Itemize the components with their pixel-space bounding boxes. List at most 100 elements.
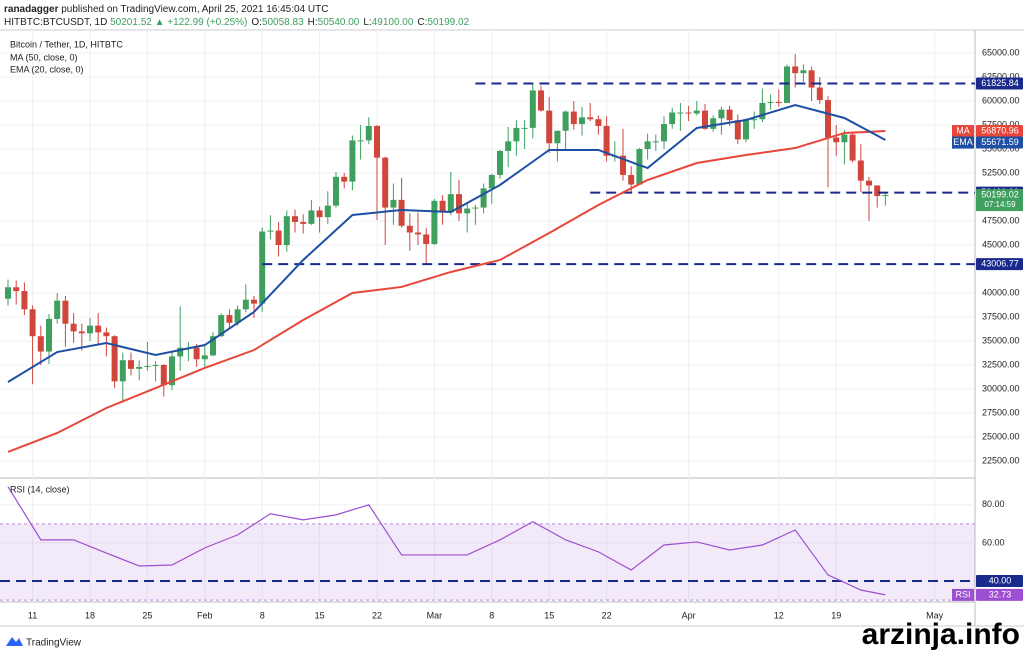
candle-body	[259, 231, 266, 304]
candle-body	[447, 194, 454, 213]
candle-body	[95, 325, 102, 333]
candle-body	[226, 315, 233, 323]
candle-body	[497, 150, 503, 175]
ohlc-value: 50199.02	[427, 17, 469, 28]
symbol: HITBTC:BTCUSDT, 1D	[4, 17, 107, 28]
last-value-tag-bg	[976, 136, 1023, 149]
candle-body	[874, 185, 881, 197]
y-tick-label: 65000.00	[982, 47, 1020, 57]
indicator-line	[7, 130, 886, 453]
x-tick-label: 25	[142, 610, 152, 620]
candle-body	[620, 155, 626, 175]
candle-body	[636, 149, 643, 185]
candle-body	[702, 110, 708, 129]
tag-key: RSI	[955, 589, 970, 599]
candle-body	[751, 119, 758, 121]
candle-body	[693, 110, 700, 114]
ohlc-key: L:	[363, 17, 371, 28]
candle-body	[374, 125, 380, 158]
candle-body	[792, 66, 799, 74]
candle-body	[472, 207, 479, 209]
x-tick-label: May	[926, 610, 944, 620]
candle-body	[103, 332, 110, 337]
candle-body	[595, 119, 602, 126]
y-tick-label: 45000.00	[982, 239, 1020, 249]
y-tick-label: 57500.00	[982, 119, 1020, 129]
candle-body	[726, 109, 733, 121]
candle-body	[488, 174, 495, 189]
candle-body	[46, 318, 52, 352]
candle-body	[464, 208, 471, 214]
candle-body	[193, 347, 200, 360]
last: 50201.52	[110, 17, 152, 28]
ohlc-key: O:	[251, 17, 262, 28]
candle-body	[300, 221, 307, 224]
candle-body	[816, 87, 823, 101]
candle-body	[767, 101, 774, 103]
candle-body	[480, 188, 487, 208]
candle-body	[382, 157, 389, 208]
x-tick-label: 22	[602, 610, 612, 620]
last-value-tag: 55671.59	[981, 137, 1019, 147]
candle-body	[398, 199, 405, 226]
y-tick-label: 27500.00	[982, 407, 1020, 417]
candle-body	[579, 117, 585, 125]
candle-body	[308, 210, 315, 224]
candle-body	[5, 287, 11, 299]
y-tick-label: 62500.00	[982, 71, 1020, 81]
ohlc-value: 50540.00	[318, 17, 360, 28]
ohlc-value: 49100.00	[372, 17, 414, 28]
candle-body	[333, 176, 339, 206]
tag-key: MA	[956, 125, 970, 135]
y-tick-label: 60.00	[982, 537, 1005, 547]
candle-body	[78, 331, 85, 334]
legend-title: Bitcoin / Tether, 1D, HITBTC	[10, 39, 123, 49]
candle-body	[521, 127, 528, 129]
x-tick-label: Apr	[682, 610, 696, 620]
candle-body	[136, 366, 143, 369]
y-tick-label: 30000.00	[982, 383, 1020, 393]
candle-body	[800, 70, 807, 74]
candle-body	[128, 360, 134, 369]
candle-body	[37, 336, 44, 352]
candle-body	[841, 134, 848, 143]
candle-body	[218, 315, 225, 337]
candle-body	[833, 137, 840, 143]
candle-body	[210, 336, 216, 356]
candle-body	[866, 180, 872, 186]
candle-body	[365, 125, 372, 141]
candle-body	[177, 347, 184, 357]
level-tag-bg	[976, 77, 1023, 90]
candle-body	[562, 111, 569, 131]
candle-body	[119, 360, 126, 382]
candle-body	[111, 336, 118, 382]
candle-body	[628, 174, 635, 185]
last-value-tag-bg	[976, 125, 1023, 138]
x-tick-label: 15	[544, 610, 554, 620]
candle-body	[882, 195, 889, 197]
candle-body	[54, 300, 61, 319]
candle-body	[152, 364, 159, 366]
indicator-line	[7, 103, 886, 383]
symbol-line: HITBTC:BTCUSDT, 1D 50201.52 ▲ +122.99 (+…	[4, 17, 470, 28]
candle-body	[87, 325, 93, 334]
candle-body	[538, 90, 544, 111]
candle-body	[554, 130, 561, 144]
candle-body	[825, 100, 831, 138]
indicator-line	[7, 486, 886, 596]
header-line: ranadagger published on TradingView.com,…	[4, 4, 328, 15]
brand: TradingView	[26, 638, 82, 649]
y-tick-label: 25000.00	[982, 431, 1020, 441]
y-tick-label: 60000.00	[982, 95, 1020, 105]
level-tag-bg	[976, 258, 1023, 271]
candle-body	[324, 205, 331, 218]
candle-body	[603, 125, 610, 156]
ohlc-key: C:	[417, 17, 427, 28]
level-tag: 61825.84	[981, 78, 1019, 88]
x-tick-label: 22	[372, 610, 382, 620]
candle-body	[160, 364, 167, 386]
y-tick-label: 47500.00	[982, 215, 1020, 225]
candle-body	[415, 232, 421, 235]
candle-body	[857, 160, 864, 181]
